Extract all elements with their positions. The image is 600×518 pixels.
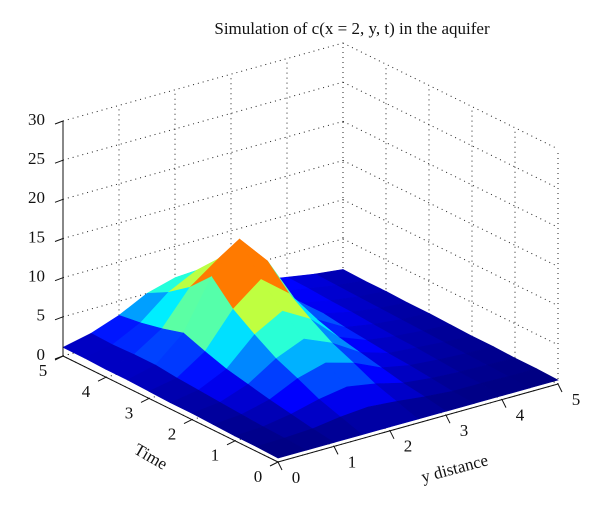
y-tick-label: 4 xyxy=(516,406,525,425)
tick-mark xyxy=(54,277,64,282)
tick-mark xyxy=(140,397,150,403)
grid-line xyxy=(342,160,559,267)
time-tick-label: 0 xyxy=(254,467,263,486)
tick-mark xyxy=(54,238,64,242)
z-tick-label: 30 xyxy=(28,110,45,129)
time-tick-label: 1 xyxy=(211,446,220,465)
y-tick-label: 0 xyxy=(292,468,301,487)
z-tick-label: 25 xyxy=(28,149,45,168)
tick-mark xyxy=(557,383,563,393)
surface-patch xyxy=(255,437,307,459)
tick-mark xyxy=(183,419,193,425)
grid-line xyxy=(62,199,344,279)
tick-mark xyxy=(54,316,64,321)
tick-mark xyxy=(501,399,507,408)
tick-mark xyxy=(269,461,279,467)
time-tick-label: 4 xyxy=(82,382,91,401)
y-tick-label: 5 xyxy=(572,390,581,409)
time-tick-label: 2 xyxy=(168,425,177,444)
tick-mark xyxy=(97,376,107,382)
tick-mark xyxy=(226,440,236,446)
tick-mark xyxy=(333,446,339,455)
grid-line xyxy=(342,42,559,150)
tick-mark xyxy=(54,355,64,360)
y-tick-label: 3 xyxy=(460,421,469,440)
time-axis-label: Time xyxy=(131,440,171,474)
tick-mark xyxy=(54,198,64,203)
z-tick-label: 10 xyxy=(28,267,45,286)
grid-line xyxy=(62,160,344,239)
z-tick-label: 0 xyxy=(37,345,46,364)
tick-mark xyxy=(277,461,283,471)
z-tick-label: 15 xyxy=(28,227,45,246)
z-tick-label: 5 xyxy=(37,306,46,325)
grid-line xyxy=(62,42,344,122)
tick-mark xyxy=(445,414,451,424)
y-axis xyxy=(277,383,559,463)
time-axis xyxy=(62,355,279,463)
chart-title: Simulation of c(x = 2, y, t) in the aqui… xyxy=(214,19,490,38)
grid-line xyxy=(62,81,344,161)
grid-line xyxy=(342,120,559,228)
y-axis-label: y distance xyxy=(419,450,490,486)
y-tick-label: 2 xyxy=(404,437,413,456)
tick-mark xyxy=(54,120,64,125)
z-tick-label: 20 xyxy=(28,188,45,207)
tick-mark xyxy=(54,159,64,164)
tick-mark xyxy=(389,430,395,440)
time-tick-label: 3 xyxy=(125,403,134,422)
y-tick-label: 1 xyxy=(348,452,357,471)
time-tick-label: 5 xyxy=(39,361,48,380)
grid-line xyxy=(62,120,344,200)
grid-line xyxy=(342,81,559,189)
